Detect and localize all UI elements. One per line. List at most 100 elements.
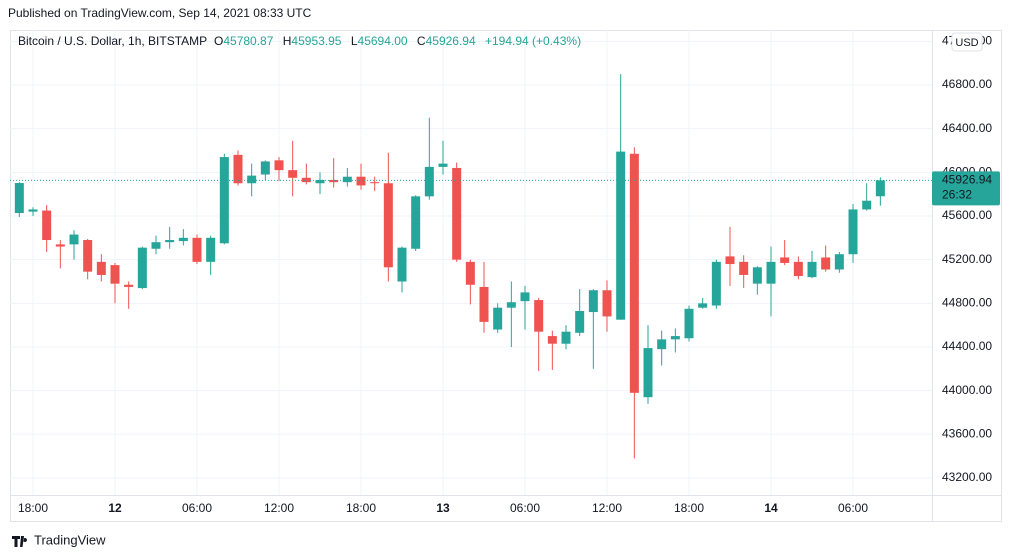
last-price-label: 45926.94 bbox=[942, 172, 992, 186]
y-tick-label: 46400.00 bbox=[942, 121, 992, 135]
x-tick-label: 18:00 bbox=[18, 501, 48, 515]
candle-body bbox=[397, 247, 407, 282]
candle-body bbox=[575, 310, 585, 333]
candle-body bbox=[288, 170, 298, 178]
candle-body bbox=[465, 261, 475, 285]
candle-body bbox=[643, 348, 653, 398]
y-tick-label: 44800.00 bbox=[942, 295, 992, 309]
candle-body bbox=[370, 182, 380, 184]
candle-body bbox=[711, 261, 721, 306]
candle-body bbox=[547, 336, 557, 344]
candle-body bbox=[534, 300, 544, 332]
candle-body bbox=[698, 303, 708, 308]
x-tick-label: 06:00 bbox=[182, 501, 212, 515]
candle-body bbox=[315, 179, 325, 184]
candle-body bbox=[383, 183, 393, 268]
y-tick-label: 46800.00 bbox=[942, 77, 992, 91]
candle-body bbox=[452, 167, 462, 260]
candle-body bbox=[438, 163, 448, 167]
legend: Bitcoin / U.S. Dollar, 1h, BITSTAMP O457… bbox=[18, 34, 581, 48]
candle-body bbox=[206, 237, 216, 262]
candle-body bbox=[301, 177, 311, 183]
l-value: 45694.00 bbox=[358, 34, 408, 48]
candle-body bbox=[260, 161, 270, 175]
candle-body bbox=[233, 154, 243, 184]
currency: USD bbox=[955, 37, 978, 49]
last-price-badge bbox=[932, 171, 1000, 206]
candle-body bbox=[14, 183, 24, 214]
candle-body bbox=[807, 261, 817, 278]
y-tick-label: 43200.00 bbox=[942, 470, 992, 484]
candle-body bbox=[219, 157, 229, 244]
candle-body bbox=[793, 261, 803, 277]
published-note: Published on TradingView.com, Sep 14, 20… bbox=[8, 6, 312, 20]
candle-body bbox=[411, 196, 421, 249]
candle-body bbox=[561, 331, 571, 344]
logo-icon bbox=[12, 536, 28, 547]
ohlc-legend: O45780.87 H45953.95 L45694.00 C45926.94 … bbox=[214, 34, 581, 48]
candle-body bbox=[834, 254, 844, 270]
countdown: 26:32 bbox=[942, 187, 972, 201]
axes: 43200.00 43600.00 44000.00 44400.00 44800.00… bbox=[18, 34, 992, 516]
h-value: 45953.95 bbox=[291, 34, 341, 48]
candle-body bbox=[342, 176, 352, 183]
o-value: 45780.87 bbox=[223, 34, 273, 48]
y-tick-label: 44000.00 bbox=[942, 383, 992, 397]
candle-body bbox=[479, 286, 489, 322]
candle-body bbox=[780, 257, 790, 263]
candle-body bbox=[329, 179, 339, 183]
candle-body bbox=[110, 265, 120, 284]
candle-body bbox=[684, 308, 694, 339]
candle-body bbox=[165, 240, 175, 243]
candle-body bbox=[848, 209, 858, 255]
x-tick-label: 12:00 bbox=[264, 501, 294, 515]
o-label: O bbox=[214, 34, 223, 48]
x-tick-label: 13 bbox=[436, 501, 450, 515]
l-label: L bbox=[351, 34, 358, 48]
candle-body bbox=[151, 242, 161, 249]
y-tick-label: 44400.00 bbox=[942, 339, 992, 353]
candle-body bbox=[616, 151, 626, 320]
chart-frame bbox=[10, 30, 1002, 522]
candle-body bbox=[862, 200, 872, 210]
footer-logo: TradingView bbox=[12, 532, 106, 547]
candle-body bbox=[137, 247, 147, 289]
candle-body bbox=[821, 257, 831, 270]
candles bbox=[14, 74, 885, 459]
candle-body bbox=[739, 261, 749, 275]
brand: TradingView bbox=[34, 532, 106, 547]
candle-body bbox=[247, 175, 257, 184]
currency-badge bbox=[951, 32, 983, 52]
candle-body bbox=[124, 284, 134, 287]
candle-body bbox=[55, 244, 65, 247]
candle-body bbox=[588, 290, 598, 313]
candle-body bbox=[192, 237, 202, 262]
candle-body bbox=[725, 256, 735, 265]
candle-body bbox=[69, 234, 79, 245]
grid bbox=[10, 30, 932, 495]
candle-body bbox=[83, 240, 93, 272]
c-value: 45926.94 bbox=[426, 34, 476, 48]
candle-body bbox=[629, 153, 639, 393]
candle-body bbox=[96, 261, 106, 275]
x-tick-label: 06:00 bbox=[838, 501, 868, 515]
x-tick-label: 14 bbox=[764, 501, 778, 515]
change: +194.94 (+0.43%) bbox=[485, 34, 581, 48]
candle-body bbox=[506, 302, 516, 308]
x-tick-label: 18:00 bbox=[346, 501, 376, 515]
x-tick-label: 12 bbox=[108, 501, 122, 515]
candle-body bbox=[657, 339, 667, 350]
candle-body bbox=[28, 209, 38, 212]
candle-body bbox=[42, 210, 52, 241]
candle-body bbox=[493, 307, 503, 330]
c-label: C bbox=[417, 34, 426, 48]
candle-body bbox=[178, 237, 188, 242]
candle-body bbox=[356, 176, 366, 186]
h-label: H bbox=[283, 34, 292, 48]
x-tick-label: 12:00 bbox=[592, 501, 622, 515]
candle-body bbox=[424, 166, 434, 197]
x-tick-label: 18:00 bbox=[674, 501, 704, 515]
y-tick-label: 45200.00 bbox=[942, 252, 992, 266]
x-tick-label: 06:00 bbox=[510, 501, 540, 515]
